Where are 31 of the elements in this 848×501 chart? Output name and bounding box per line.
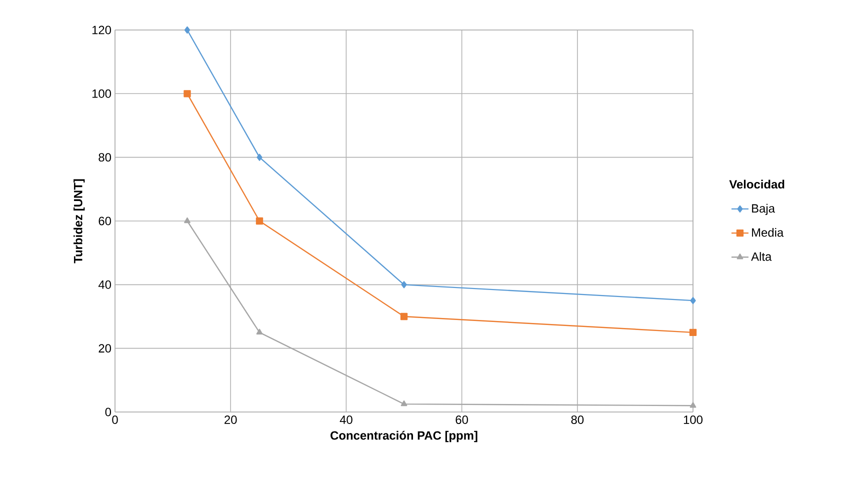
point	[256, 154, 262, 161]
legend-label: Baja	[752, 204, 775, 216]
y-axis-title: Turbidez [UNT]	[74, 179, 85, 264]
y-tick-label: 60	[98, 216, 112, 226]
x-tick-label: 100	[684, 416, 703, 424]
y-tick-label: 40	[98, 280, 112, 289]
legend-label: Media	[752, 228, 784, 237]
y-tick-label: 100	[92, 89, 112, 98]
x-axis-title: Concentración PAC [ppm]	[330, 430, 478, 442]
y-tick-label: 120	[92, 26, 112, 34]
legend-label: Alta	[751, 252, 772, 261]
x-tick-label: 0	[112, 416, 118, 424]
y-tick-label: 20	[98, 344, 112, 353]
x-tick-label: 20	[224, 416, 237, 424]
point	[400, 400, 408, 406]
y-tick-label: 0	[105, 408, 112, 416]
point	[690, 402, 696, 408]
point	[256, 217, 264, 225]
point	[400, 312, 408, 320]
point	[689, 328, 697, 336]
point	[256, 328, 263, 335]
point	[184, 217, 190, 224]
legend-title: Velocidad	[729, 180, 784, 189]
point	[401, 281, 407, 288]
y-tick-label: 80	[98, 153, 112, 162]
x-tick-label: 80	[571, 416, 584, 424]
point	[184, 26, 190, 34]
x-tick-label: 60	[456, 416, 468, 424]
point	[690, 296, 696, 304]
x-tick-label: 40	[340, 416, 352, 424]
point	[184, 90, 191, 98]
